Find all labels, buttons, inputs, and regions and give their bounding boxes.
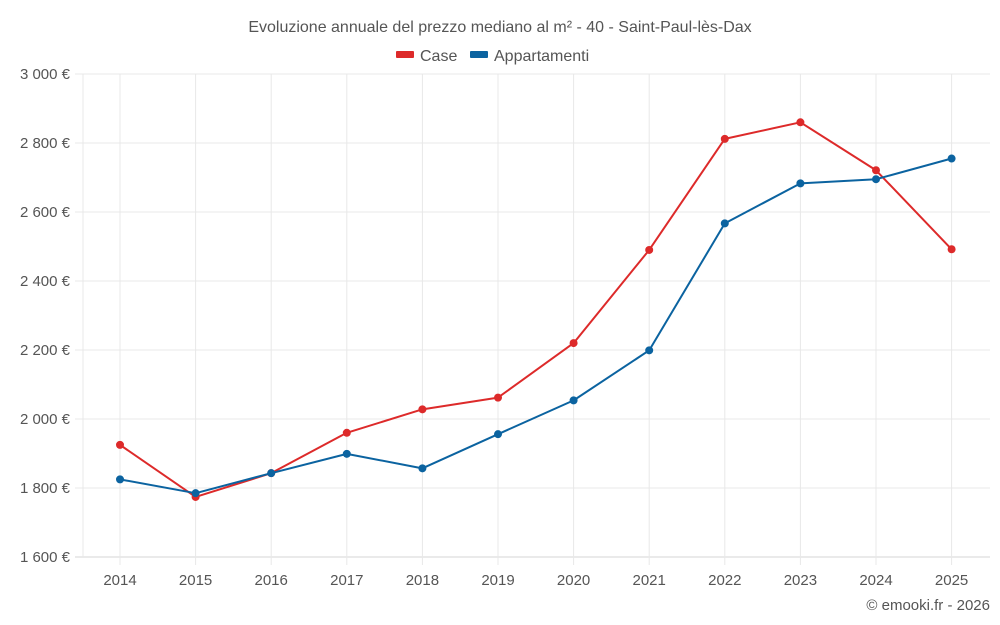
- x-tick-label: 2014: [103, 572, 136, 589]
- credit-text: © emooki.fr - 2026: [866, 597, 990, 614]
- legend-label: Appartamenti: [494, 48, 589, 65]
- data-point[interactable]: [418, 405, 427, 414]
- series-line: [119, 157, 952, 495]
- data-point[interactable]: [494, 393, 502, 402]
- y-axis-labels: 1 600 € 1 800 € 2 000 € 2 200 € 2 400 € 2 600…: [20, 66, 71, 566]
- series-group: [116, 118, 956, 501]
- x-tick-label: 2022: [708, 572, 741, 589]
- x-tick-label: 2023: [784, 572, 817, 589]
- x-tick-label: 2018: [406, 572, 439, 589]
- x-gridlines: [82, 74, 953, 565]
- data-point[interactable]: [645, 245, 654, 254]
- y-tick-label: 1 600 €: [20, 549, 71, 566]
- x-axis-labels: 2014 2015 2016 2017 2018 2019 2020 2021 2022 2023…: [103, 572, 968, 589]
- data-point[interactable]: [872, 166, 880, 175]
- y-tick-label: 1 800 €: [20, 480, 71, 497]
- data-point[interactable]: [267, 469, 276, 478]
- data-point[interactable]: [720, 134, 729, 143]
- x-tick-label: 2019: [481, 572, 514, 589]
- data-point[interactable]: [191, 489, 200, 498]
- legend: Case Appartamenti: [396, 48, 589, 65]
- x-tick-label: 2024: [859, 572, 892, 589]
- data-point[interactable]: [947, 245, 956, 254]
- series-case: [116, 118, 956, 501]
- legend-item-case[interactable]: Case: [396, 48, 457, 65]
- y-tick-label: 3 000 €: [20, 66, 71, 83]
- data-point[interactable]: [645, 346, 654, 355]
- legend-swatch: [470, 51, 488, 58]
- data-point[interactable]: [796, 179, 805, 188]
- data-point[interactable]: [342, 428, 351, 437]
- series-appartamenti: [116, 154, 956, 498]
- x-tick-label: 2017: [330, 572, 363, 589]
- y-tick-label: 2 800 €: [20, 135, 71, 152]
- legend-item-appartamenti[interactable]: Appartamenti: [470, 48, 589, 65]
- data-point[interactable]: [796, 118, 805, 127]
- legend-label: Case: [420, 48, 457, 65]
- data-point[interactable]: [418, 464, 427, 473]
- y-tick-label: 2 200 €: [20, 342, 71, 359]
- data-point[interactable]: [494, 430, 502, 439]
- data-point[interactable]: [116, 475, 124, 484]
- data-point[interactable]: [720, 219, 729, 228]
- data-point[interactable]: [947, 154, 956, 163]
- data-point[interactable]: [872, 175, 880, 184]
- x-tick-label: 2016: [255, 572, 288, 589]
- x-tick-label: 2021: [633, 572, 666, 589]
- chart-title: Evoluzione annuale del prezzo mediano al…: [248, 19, 751, 36]
- data-point[interactable]: [569, 396, 578, 405]
- x-tick-label: 2015: [179, 572, 212, 589]
- y-tick-label: 2 600 €: [20, 204, 71, 221]
- data-point[interactable]: [116, 440, 124, 449]
- x-tick-label: 2020: [557, 572, 590, 589]
- y-gridlines: [75, 73, 990, 558]
- x-tick-label: 2025: [935, 572, 968, 589]
- data-point[interactable]: [569, 339, 578, 348]
- data-point[interactable]: [342, 449, 351, 458]
- series-line: [119, 121, 953, 498]
- y-tick-label: 2 400 €: [20, 273, 71, 290]
- y-tick-label: 2 000 €: [20, 411, 71, 428]
- legend-swatch: [396, 51, 414, 58]
